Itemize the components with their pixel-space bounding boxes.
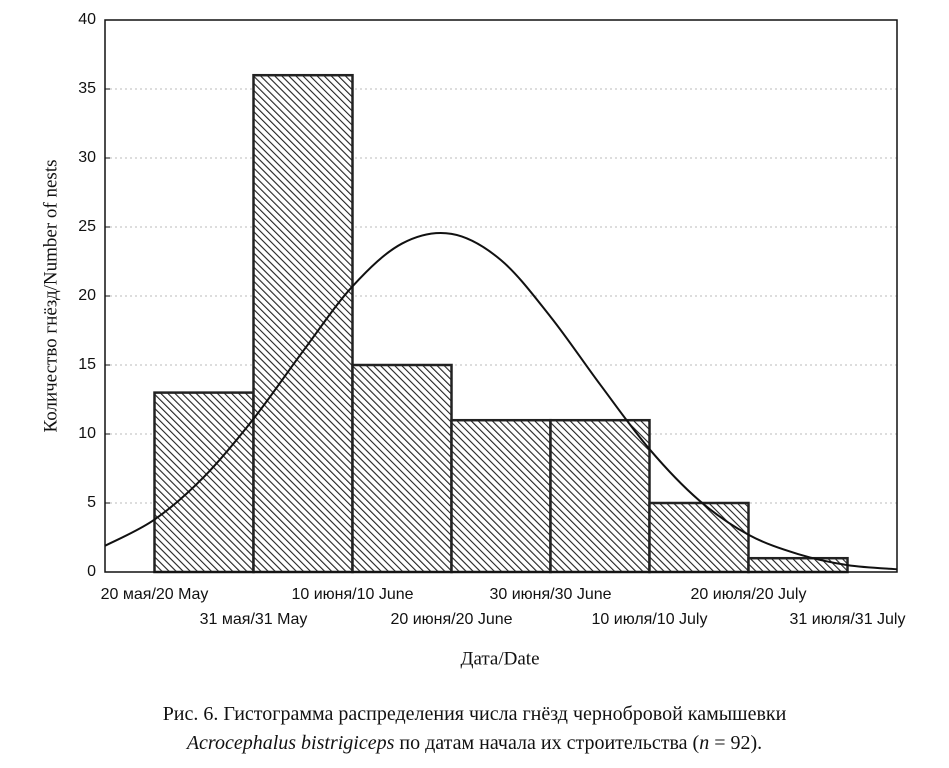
x-axis-label: Дата/Date [460, 648, 539, 669]
y-tick-label: 35 [78, 80, 96, 97]
caption-species: Acrocephalus bistrigiceps [186, 732, 395, 754]
bar [747, 556, 849, 574]
x-tick-label: 20 июля/20 July [691, 586, 807, 603]
caption: Рис. 6. Гистограмма распределения числа … [0, 700, 949, 758]
normal-curve [104, 232, 898, 571]
y-axis-label: Количество гнёзд/Number of nests [40, 159, 61, 432]
y-tick-label: 5 [87, 494, 96, 511]
bar [648, 501, 750, 574]
x-tick-label: 10 июля/10 July [592, 611, 708, 628]
y-tick-label: 15 [78, 356, 96, 373]
y-tick-label: 0 [87, 563, 96, 580]
bar [153, 391, 255, 574]
bar [450, 418, 552, 574]
caption-n: n [699, 732, 710, 754]
plot-frame [104, 19, 898, 573]
x-tick-label: 10 июня/10 June [291, 586, 413, 603]
caption-text: = 92). [709, 732, 763, 754]
caption-text: по датам начала их строительства ( [394, 732, 700, 754]
y-tick-label: 30 [78, 149, 96, 166]
chart: Дата/Date Количество гнёзд/Number of nes… [40, 11, 906, 669]
caption-line: Acrocephalus bistrigiceps по датам начал… [0, 729, 949, 758]
caption-line: Рис. 6. Гистограмма распределения числа … [162, 703, 787, 725]
bar [549, 418, 651, 574]
y-tick-label: 20 [78, 287, 96, 304]
x-tick-label: 31 июля/31 July [790, 611, 906, 628]
x-tick-label: 30 июня/30 June [489, 586, 611, 603]
bar [252, 73, 354, 574]
x-tick-label: 20 мая/20 May [101, 586, 209, 603]
x-tick-label: 31 мая/31 May [200, 611, 308, 628]
bar [351, 363, 453, 574]
x-tick-label: 20 июня/20 June [390, 611, 512, 628]
y-tick-label: 40 [78, 11, 96, 28]
y-tick-label: 10 [78, 425, 96, 442]
y-tick-label: 25 [78, 218, 96, 235]
